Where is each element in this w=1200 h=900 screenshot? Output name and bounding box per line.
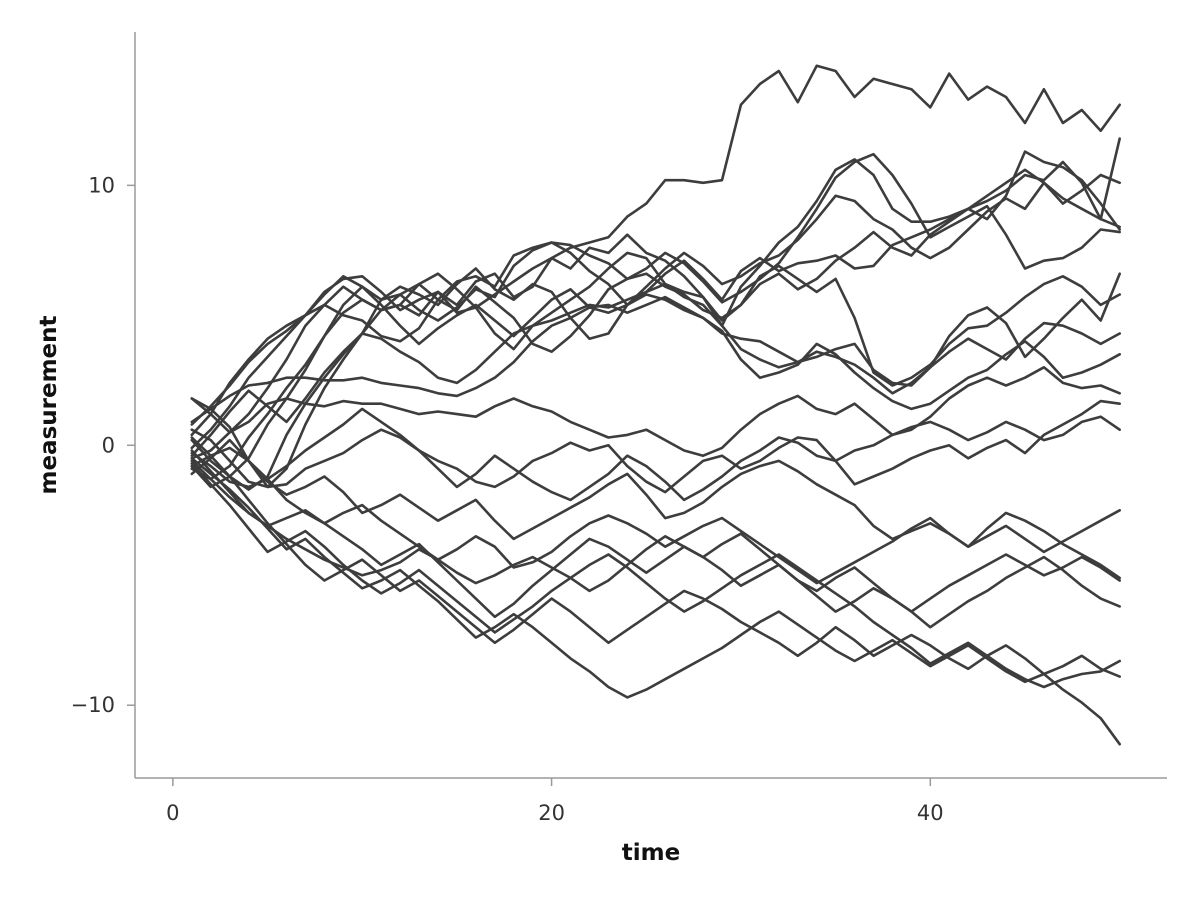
series-line-12 xyxy=(190,399,1121,494)
y-tick-label: −10 xyxy=(71,693,115,717)
series-line-6 xyxy=(190,152,1121,437)
x-axis-ticks: 0 20 40 xyxy=(166,778,944,825)
series-line-9 xyxy=(190,282,1121,458)
y-tick-label: 0 xyxy=(102,433,115,457)
series-line-10 xyxy=(190,295,1121,424)
series-line-15 xyxy=(190,438,1121,585)
series-line-19 xyxy=(190,456,1121,746)
series-line-11 xyxy=(190,365,1121,458)
x-tick-label: 20 xyxy=(538,801,565,825)
y-axis-ticks: −10 0 10 xyxy=(71,173,135,717)
series-line-8 xyxy=(190,272,1121,481)
series-line-17 xyxy=(190,449,1121,629)
series-layer xyxy=(190,64,1121,746)
y-tick-label: 10 xyxy=(88,173,115,197)
y-axis-title: measurement xyxy=(36,315,62,494)
series-line-4 xyxy=(190,150,1121,489)
series-line-20 xyxy=(190,462,1121,689)
x-tick-label: 40 xyxy=(917,801,944,825)
x-axis-title: time xyxy=(622,840,680,866)
series-line-13 xyxy=(190,407,1121,502)
x-tick-label: 0 xyxy=(166,801,179,825)
series-line-5 xyxy=(190,181,1121,450)
series-line-1 xyxy=(190,64,1121,460)
series-line-7 xyxy=(190,251,1121,426)
